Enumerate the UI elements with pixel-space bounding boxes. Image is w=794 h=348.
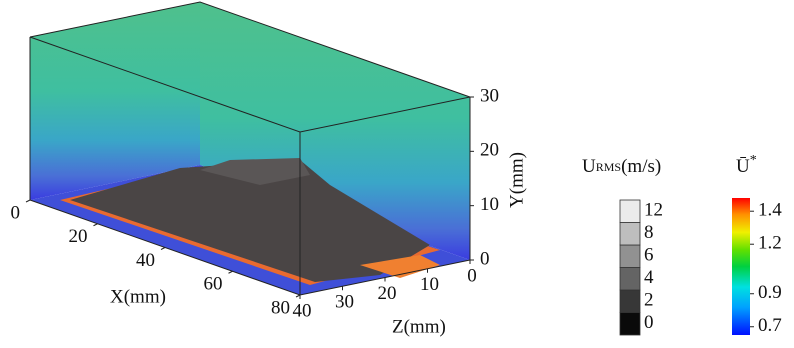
- u-tick-label: 1.2: [758, 233, 782, 254]
- rms-title-unit: (m/s): [621, 156, 661, 177]
- rms-level: [619, 267, 641, 291]
- y-tick-label: 30: [480, 85, 499, 106]
- u-tick-label: 1.4: [758, 200, 782, 221]
- x-tick: [25, 199, 31, 203]
- u-title-main: Ū: [736, 156, 750, 177]
- z-tick-label: 10: [420, 274, 439, 295]
- rms-level: [619, 289, 641, 313]
- plot-box: [29, 1, 472, 296]
- y-tick-label: 20: [480, 140, 499, 161]
- y-tick-label: 0: [480, 248, 490, 269]
- u-tick-label: 0.9: [758, 282, 782, 303]
- rms-title-main: U: [582, 156, 596, 177]
- z-tick-label: 20: [378, 283, 397, 304]
- x-tick-label: 20: [69, 226, 88, 247]
- x-tick-label: 80: [271, 297, 290, 318]
- rms-level: [619, 199, 641, 223]
- u-title: Ū*: [736, 153, 757, 177]
- x-tick: [295, 294, 301, 298]
- rms-title-sub: RMS: [596, 160, 621, 174]
- u-colorbar: [732, 198, 750, 335]
- u-tick-label: 0.7: [758, 315, 782, 336]
- z-tick-label: 0: [467, 265, 477, 286]
- x-tick-label: 0: [11, 202, 21, 223]
- rms-tick-label: 6: [644, 245, 654, 266]
- y-axis-label: Y(mm): [506, 152, 527, 208]
- rms-level: [619, 312, 641, 336]
- y-tick-label: 10: [480, 194, 499, 215]
- back-wall: [200, 2, 470, 260]
- z-tick-label: 30: [335, 292, 354, 313]
- surface: [70, 160, 430, 282]
- x-tick: [160, 247, 166, 250]
- rms-tick-label: 12: [644, 200, 663, 221]
- rms-tick-label: 0: [644, 312, 654, 333]
- u-title-sup: *: [750, 153, 757, 168]
- rms-tick-label: 2: [644, 290, 654, 311]
- x-axis-label: X(mm): [110, 286, 166, 307]
- rms-tick-label: 8: [644, 222, 654, 243]
- x-tick: [228, 270, 233, 274]
- rms-level: [619, 244, 641, 268]
- x-tick-label: 60: [204, 274, 223, 295]
- x-tick: [93, 223, 98, 227]
- rms-title: URMS(m/s): [582, 156, 661, 177]
- z-axis-label: Z(mm): [392, 316, 446, 337]
- hot-spot: [360, 255, 440, 278]
- rms-level: [619, 222, 641, 246]
- rms-tick-label: 4: [644, 267, 654, 288]
- x-tick-label: 40: [136, 250, 155, 271]
- surface: [200, 158, 310, 185]
- z-tick-label: 40: [293, 300, 312, 321]
